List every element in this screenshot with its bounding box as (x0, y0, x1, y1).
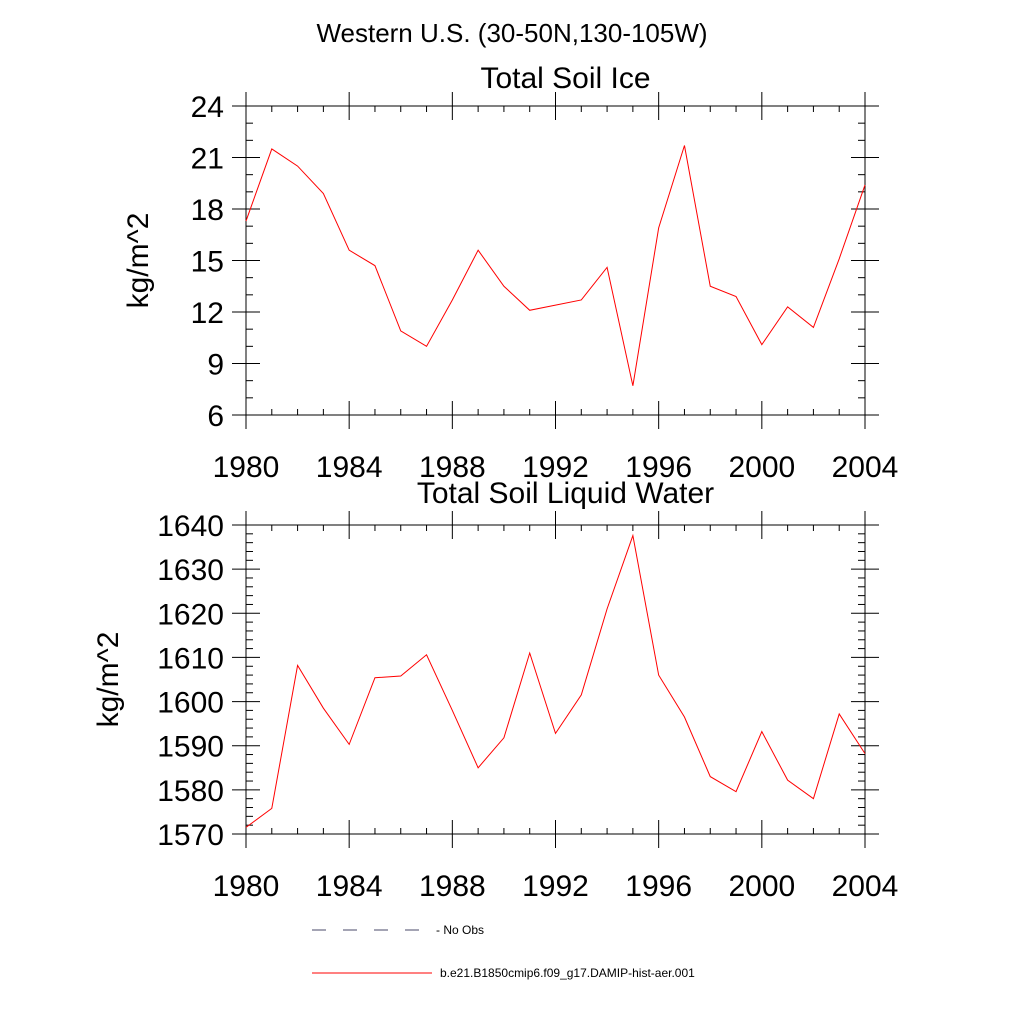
y-tick-label: 1570 (157, 819, 224, 852)
panel-title: Total Soil Ice (480, 62, 650, 95)
series-line-1 (245, 145, 866, 386)
series-line-1 (245, 533, 866, 828)
y-axis-label: kg/m^2 (122, 213, 155, 309)
legend-label-2: b.e21.B1850cmip6.f09_g17.DAMIP-hist-aer.… (440, 966, 695, 980)
x-tick-label: 1988 (419, 451, 486, 484)
x-tick-label: 1996 (625, 870, 692, 903)
x-tick-label: 1988 (419, 870, 486, 903)
y-tick-label: 15 (191, 246, 224, 279)
x-tick-label: 1980 (213, 870, 280, 903)
x-tick-label: 1980 (213, 451, 280, 484)
legend-label-1: - No Obs (436, 923, 484, 937)
plot-frame (245, 105, 866, 416)
x-tick-label: 2004 (832, 870, 899, 903)
chart-panels: Total Soil Ice 6 9 12 15 18 21 24 1980 1984 1988 19… (92, 62, 898, 903)
x-tick-label: 2000 (728, 451, 795, 484)
x-tick-label: 1984 (316, 870, 383, 903)
y-tick-label: 1580 (157, 775, 224, 808)
y-tick-label: 1610 (157, 642, 224, 675)
y-tick-label: 9 (207, 349, 224, 382)
y-tick-label: 18 (191, 194, 224, 227)
y-tick-label: 1600 (157, 687, 224, 720)
x-tick-label: 2004 (832, 451, 899, 484)
y-tick-label: 1620 (157, 598, 224, 631)
y-tick-label: 1630 (157, 554, 224, 587)
legend: - No Obs b.e21.B1850cmip6.f09_g17.DAMIP-h… (312, 923, 695, 980)
x-tick-label: 1996 (625, 451, 692, 484)
panel-title: Total Soil Liquid Water (417, 477, 714, 510)
x-tick-label: 1992 (522, 451, 589, 484)
y-tick-label: 6 (207, 400, 224, 433)
chart-panel-2: Total Soil Liquid Water 1570 1580 1590 1600 1… (92, 477, 898, 903)
x-tick-label: 2000 (728, 870, 795, 903)
x-tick-label: 1992 (522, 870, 589, 903)
y-tick-label: 12 (191, 297, 224, 330)
y-tick-label: 21 (191, 143, 224, 176)
y-tick-label: 24 (191, 91, 224, 124)
chart-panel-1: Total Soil Ice 6 9 12 15 18 21 24 1980 1984 1988 19… (122, 62, 898, 484)
y-axis-label: kg/m^2 (92, 632, 125, 728)
x-tick-label: 1984 (316, 451, 383, 484)
y-tick-label: 1640 (157, 510, 224, 543)
y-tick-label: 1590 (157, 731, 224, 764)
figure-title: Western U.S. (30-50N,130-105W) (316, 18, 707, 48)
plot-frame (245, 524, 866, 835)
